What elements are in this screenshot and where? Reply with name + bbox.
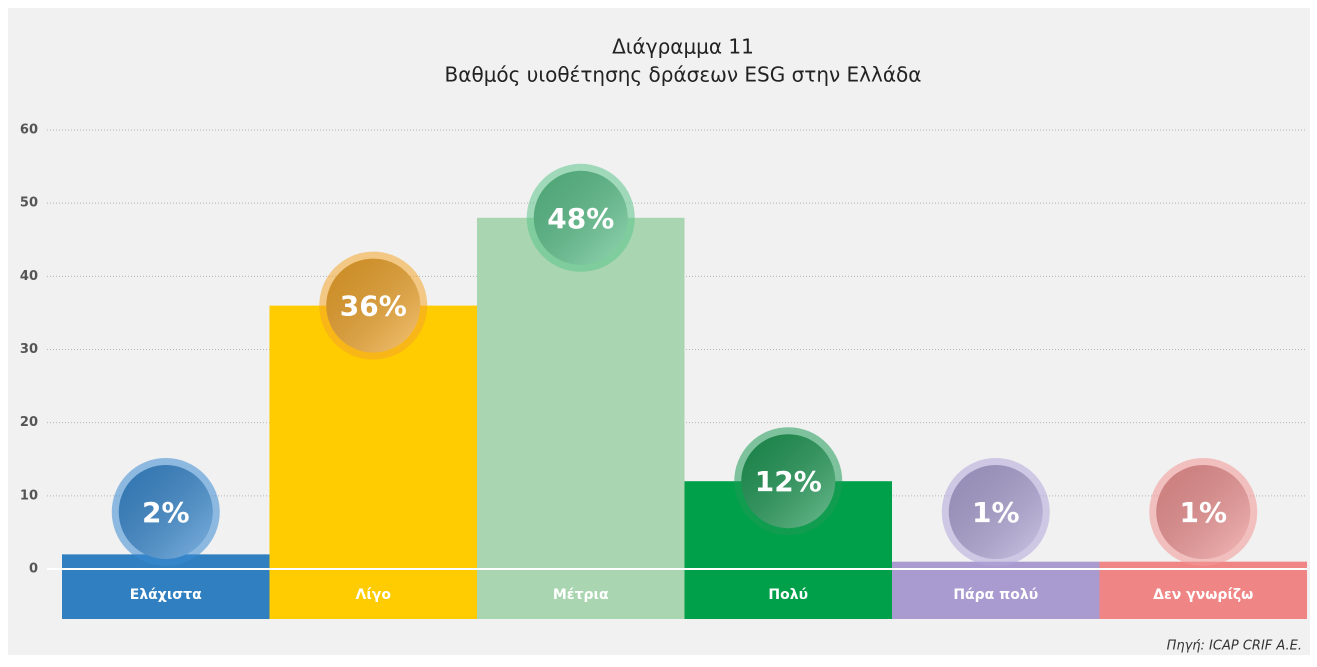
y-tick-label: 30 bbox=[20, 342, 38, 357]
x-tick-label: Μέτρια bbox=[553, 587, 609, 603]
data-label: 36% bbox=[340, 290, 407, 323]
y-tick-label: 50 bbox=[20, 196, 38, 211]
data-label: 48% bbox=[547, 202, 614, 235]
x-tick-label: Πάρα πολύ bbox=[953, 587, 1038, 603]
label-shine bbox=[533, 170, 628, 265]
source: Πηγή: ICAP CRIF A.E. bbox=[1167, 639, 1302, 654]
category-box bbox=[62, 569, 270, 619]
bar bbox=[477, 217, 685, 570]
data-label: 1% bbox=[1179, 496, 1227, 529]
category-box bbox=[269, 569, 477, 619]
label-shine bbox=[326, 258, 421, 353]
label-shine bbox=[1156, 465, 1251, 559]
y-tick-label: 60 bbox=[20, 123, 38, 138]
y-tick-label: 10 bbox=[20, 488, 38, 503]
chart-subtitle: Βαθμός υιοθέτησης δράσεων ESG στην Ελλάδ… bbox=[445, 63, 922, 87]
category-box bbox=[1099, 569, 1307, 619]
label-shine bbox=[118, 465, 213, 559]
label-shine bbox=[741, 434, 836, 529]
data-label: 1% bbox=[972, 496, 1020, 529]
data-label: 2% bbox=[142, 496, 190, 529]
x-tick-label: Ελάχιστα bbox=[130, 587, 202, 603]
y-tick-label: 40 bbox=[20, 269, 38, 284]
y-tick-label: 0 bbox=[29, 562, 38, 577]
category-box bbox=[684, 569, 892, 619]
label-shine bbox=[948, 465, 1043, 559]
x-tick-label: Πολύ bbox=[768, 587, 808, 603]
data-label: 12% bbox=[755, 465, 822, 498]
category-box bbox=[892, 569, 1100, 619]
y-tick-label: 20 bbox=[20, 415, 38, 430]
chart-title: Διάγραμμα 11 bbox=[612, 35, 754, 59]
category-box bbox=[477, 569, 685, 619]
x-tick-label: Δεν γνωρίζω bbox=[1153, 587, 1253, 603]
x-tick-label: Λίγο bbox=[356, 587, 392, 603]
